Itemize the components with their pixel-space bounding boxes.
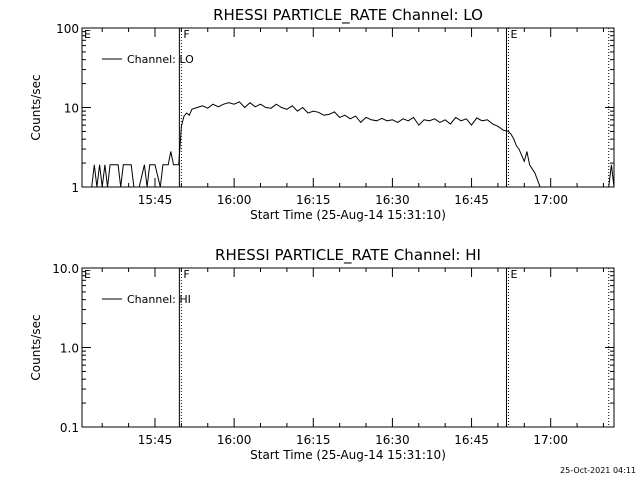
data-series-line: [82, 101, 615, 188]
marker-label: E: [84, 268, 91, 281]
x-tick-label: 17:00: [533, 433, 568, 447]
x-tick-label: 16:45: [454, 193, 489, 207]
y-tick-label: 10: [64, 102, 79, 116]
x-axis-label: Start Time (25-Aug-14 15:31:10): [250, 208, 446, 222]
x-tick-label: 16:30: [375, 433, 410, 447]
y-tick-label: 1: [71, 181, 79, 195]
marker-label: E: [84, 28, 91, 41]
y-tick-label: 1.0: [60, 342, 79, 356]
y-tick-label: 100: [56, 22, 79, 36]
legend-entry: Channel: HI: [127, 293, 191, 306]
x-tick-label: 16:30: [375, 193, 410, 207]
x-tick-label: 16:00: [217, 193, 252, 207]
x-tick-label: 16:45: [454, 433, 489, 447]
x-tick-label: 17:00: [533, 193, 568, 207]
x-tick-label: 16:15: [296, 433, 331, 447]
x-tick-label: 16:15: [296, 193, 331, 207]
marker-label: E: [510, 28, 517, 41]
y-axis-label: Counts/sec: [29, 74, 43, 140]
x-tick-label: 15:45: [138, 433, 173, 447]
x-tick-label: 16:00: [217, 433, 252, 447]
plot-frame: [81, 267, 615, 428]
marker-label: F: [183, 268, 189, 281]
chart-title: RHESSI PARTICLE_RATE Channel: HI: [215, 246, 481, 265]
marker-label: F: [183, 28, 189, 41]
x-tick-label: 15:45: [138, 193, 173, 207]
x-axis-label: Start Time (25-Aug-14 15:31:10): [250, 448, 446, 462]
footer-date: 25-Oct-2021 04:11: [560, 466, 636, 475]
y-axis-label: Counts/sec: [29, 314, 43, 380]
plot-frame: [81, 27, 615, 188]
chart-title: RHESSI PARTICLE_RATE Channel: LO: [213, 6, 483, 25]
legend-entry: Channel: LO: [127, 53, 194, 66]
marker-label: E: [510, 268, 517, 281]
y-tick-label: 10.0: [52, 262, 79, 276]
y-tick-label: 0.1: [60, 421, 79, 435]
